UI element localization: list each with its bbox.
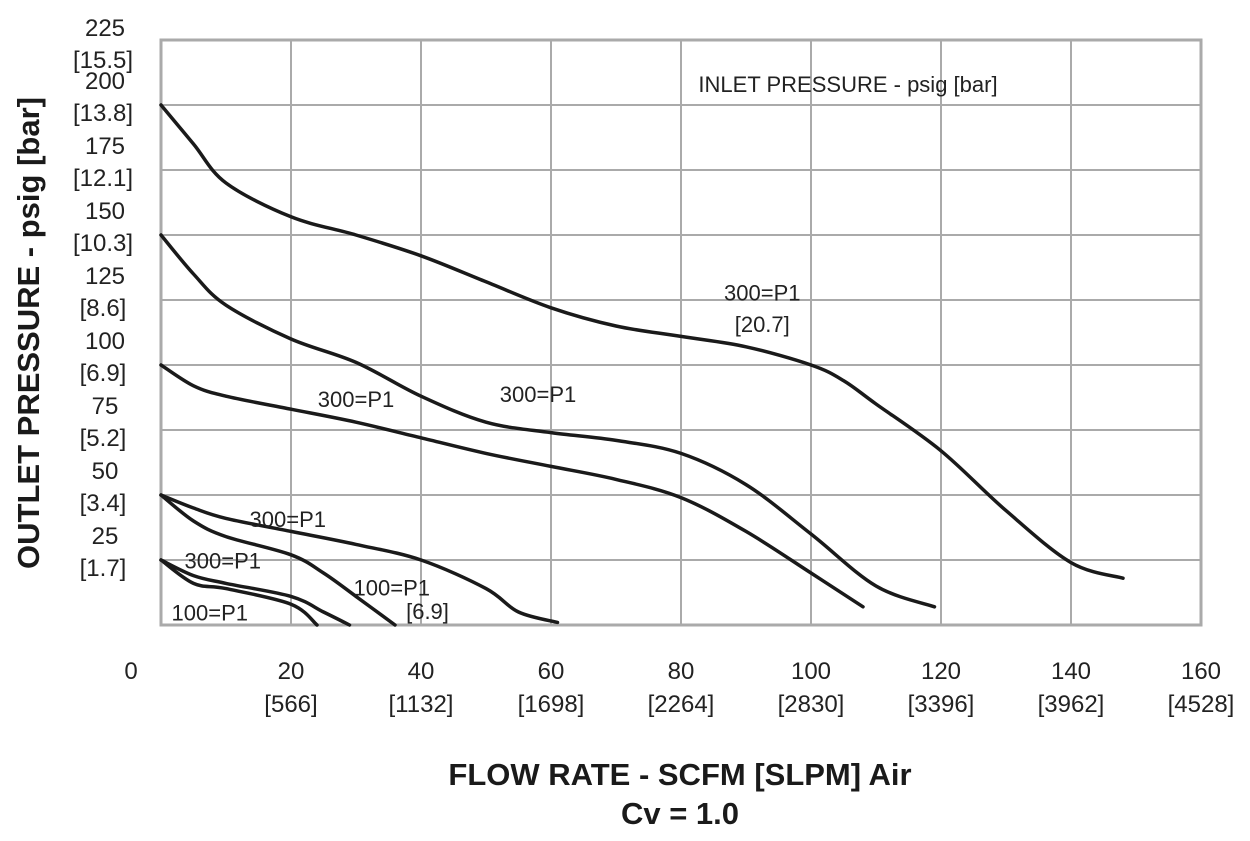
curve-annotation: [20.7]	[735, 312, 790, 337]
curve-annotations: 300=P1 [20.7] 300=P1 300=P1 300=P1 300=P1 100=…	[172, 281, 801, 626]
curve-annotation: 100=P1	[354, 576, 430, 601]
y-tick-label: 150	[85, 198, 125, 225]
y-axis-ticks: 225 [15.5]200 [13.8] 175 [12.1] 150 [10.3] 125 […	[73, 15, 133, 582]
series-curve-3	[159, 363, 865, 609]
x-tick-label: 80	[668, 658, 695, 685]
y-tick-label: 125	[85, 263, 125, 290]
x-tick-sublabel: [3962]	[1038, 691, 1105, 718]
x-tick-sublabel: [1698]	[518, 691, 585, 718]
series-curve-4	[159, 493, 560, 625]
y-tick-sublabel: [12.1]	[73, 165, 133, 192]
y-tick-sublabel: [5.2]	[80, 425, 127, 452]
y-tick-label: 225	[85, 15, 125, 42]
y-tick-sublabel: [3.4]	[80, 490, 127, 517]
y-axis-title: OUTLET PRESSURE - psig [bar]	[11, 97, 46, 569]
x-axis-ticks: 0 20 [566] 40 [1132] 60 [1698] 80 [2264] 100 [2830…	[124, 658, 1234, 718]
x-tick-sublabel: [1132]	[389, 691, 454, 718]
x-tick-sublabel: [2830]	[778, 691, 845, 718]
x-tick-label: 100	[791, 658, 831, 685]
series-curve-7	[159, 558, 319, 627]
curve-annotation: 300=P1	[250, 507, 326, 532]
x-tick-sublabel: [3396]	[908, 691, 975, 718]
x-axis-subtitle: Cv = 1.0	[621, 796, 739, 831]
x-tick-label: 60	[538, 658, 565, 685]
x-tick-label: 160	[1181, 658, 1221, 685]
curve-annotation: 100=P1	[172, 600, 248, 625]
curve-annotation: [6.9]	[406, 599, 449, 624]
y-tick-sublabel: [15.5]	[73, 47, 133, 74]
x-axis-title: FLOW RATE - SCFM [SLPM] Air	[448, 757, 911, 792]
y-tick-sublabel: [8.6]	[80, 295, 127, 322]
curve-annotation: 300=P1	[318, 387, 394, 412]
plot-frame	[159, 38, 1203, 627]
x-tick-label: 120	[921, 658, 961, 685]
y-tick-label: 200	[85, 68, 125, 95]
series-curve-1	[159, 103, 1125, 580]
x-tick-label: 140	[1051, 658, 1091, 685]
x-tick-label: 40	[408, 658, 435, 685]
y-tick-label: 25	[92, 523, 119, 550]
series-curve-2	[159, 233, 937, 609]
curve-annotation: 300=P1	[724, 281, 800, 306]
x-tick-label: 0	[124, 658, 137, 685]
curve-annotation: 300=P1	[185, 548, 261, 573]
x-tick-sublabel: [566]	[264, 691, 317, 718]
legend-title: INLET PRESSURE - psig [bar]	[698, 72, 997, 97]
x-tick-sublabel: [4528]	[1168, 691, 1235, 718]
grid	[161, 40, 1201, 625]
y-tick-sublabel: [13.8]	[73, 100, 133, 127]
x-tick-label: 20	[278, 658, 305, 685]
y-tick-sublabel: [6.9]	[80, 360, 127, 387]
y-tick-sublabel: [1.7]	[80, 555, 127, 582]
y-tick-label: 175	[85, 133, 125, 160]
curve-annotation: 300=P1	[500, 382, 576, 407]
x-tick-sublabel: [2264]	[648, 691, 715, 718]
series-curves	[159, 103, 1125, 627]
series-curve-5	[159, 493, 397, 627]
y-tick-label: 50	[92, 458, 119, 485]
series-curve-6	[159, 558, 352, 627]
y-tick-label: 100	[85, 328, 125, 355]
y-tick-sublabel: [10.3]	[73, 230, 133, 257]
y-tick-label: 75	[92, 393, 119, 420]
